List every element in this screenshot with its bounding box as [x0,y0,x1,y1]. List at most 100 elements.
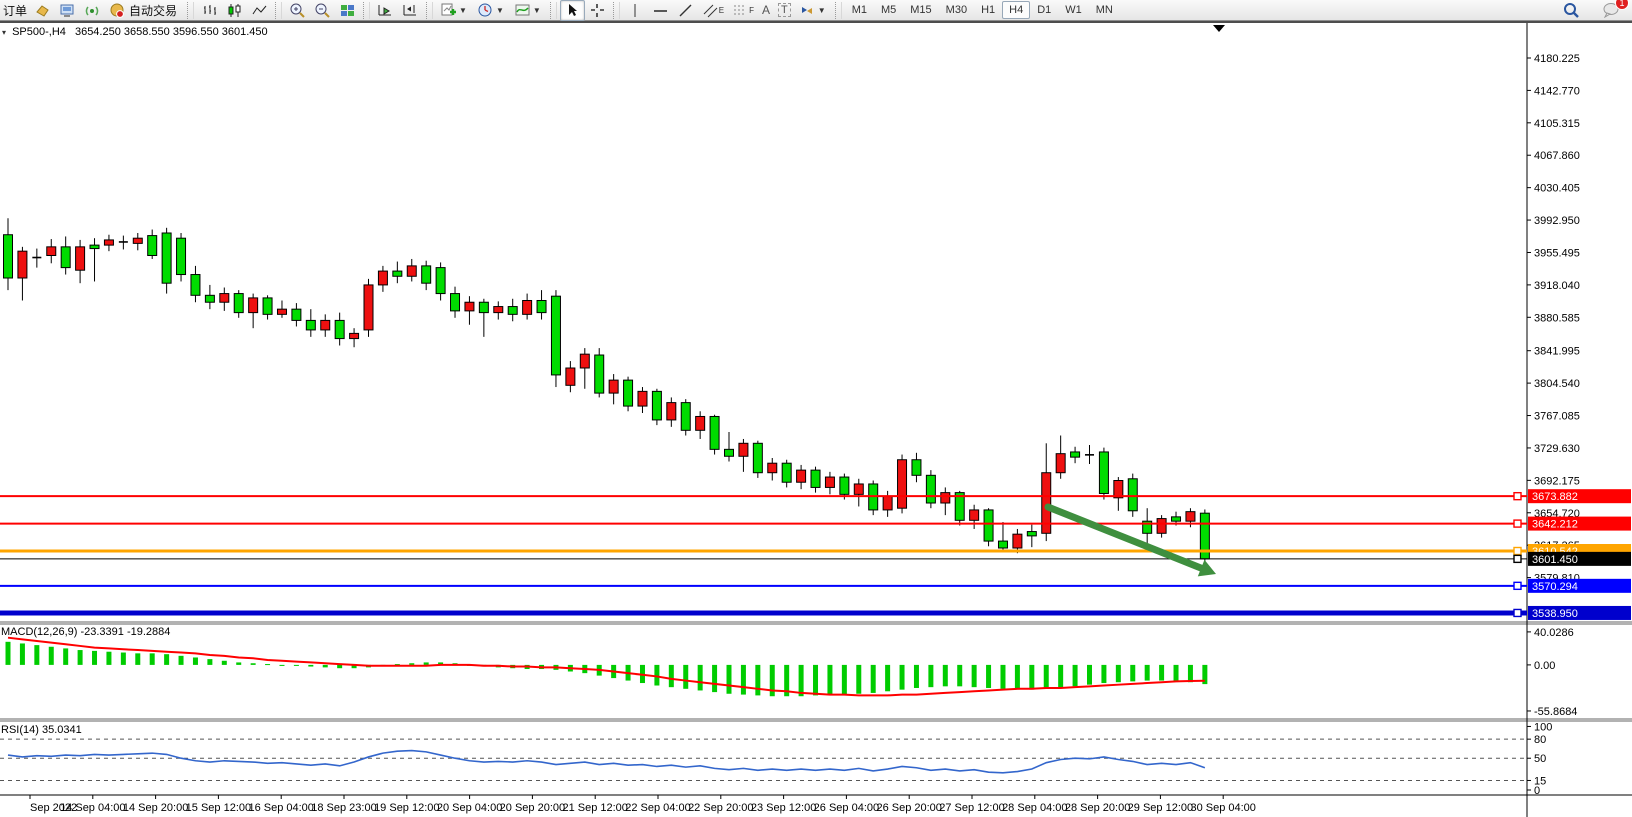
svg-text:4067.860: 4067.860 [1534,150,1580,162]
svg-text:3918.040: 3918.040 [1534,280,1580,292]
horizontal-line-tool[interactable] [648,0,673,21]
toolbar-separator [275,1,283,19]
chevron-down-icon: ▼ [532,5,541,15]
svg-text:4105.315: 4105.315 [1534,118,1580,130]
cursor-tool[interactable] [559,0,585,21]
crosshair-tool[interactable] [585,0,610,21]
chart-title: ▾ SP500-,H4 3654.250 3658.550 3596.550 3… [2,26,268,38]
svg-text:4180.225: 4180.225 [1534,53,1580,65]
svg-text:3804.540: 3804.540 [1534,378,1580,390]
ohlc-label: 3654.250 3658.550 3596.550 3601.450 [74,26,268,38]
autotrade-button[interactable]: 自动交易 [105,0,184,21]
rsi-label: RSI(14) 35.0341 [1,724,82,736]
toolbar-separator [187,1,195,19]
svg-text:22 Sep 04:00: 22 Sep 04:00 [625,802,690,814]
market-watch-icon[interactable] [30,0,55,21]
trend-arrow-annotation[interactable] [1044,503,1216,577]
svg-text:28 Sep 04:00: 28 Sep 04:00 [1002,802,1067,814]
svg-text:3601.450: 3601.450 [1532,554,1578,566]
chat-badge: 1 [1615,0,1629,10]
channel-tool[interactable]: E [698,0,728,21]
timeframe-M5[interactable]: M5 [880,4,897,16]
chart-shift-marker[interactable] [1213,25,1225,32]
svg-text:18 Sep 23:00: 18 Sep 23:00 [311,802,376,814]
chat-button[interactable]: 1 [1598,0,1629,21]
toolbar-separator [549,1,557,19]
timeframe-H4[interactable]: H4 [1002,1,1031,19]
svg-text:30 Sep 04:00: 30 Sep 04:00 [1190,802,1255,814]
chart-shift-icon[interactable] [398,0,423,21]
macd-label: MACD(12,26,9) -23.3391 -19.2884 [1,626,170,638]
timeframe-bar: M1 M5 M15 M30 H1 H4 D1 W1 MN [845,1,1120,19]
svg-text:15: 15 [1534,775,1546,787]
terminal-icon[interactable] [55,0,80,21]
svg-text:3642.212: 3642.212 [1532,519,1578,531]
search-icon[interactable] [1558,0,1584,21]
main-toolbar: 订单 自动交易 [0,0,1632,21]
timeframe-M15[interactable]: M15 [910,4,932,16]
text-tool-label: A [762,3,771,17]
periods-dropdown[interactable]: ▼ [473,0,510,21]
svg-text:14 Sep 04:00: 14 Sep 04:00 [60,802,125,814]
text-tool[interactable]: A [758,0,774,21]
new-chart-dropdown[interactable]: ▼ [436,0,473,21]
chevron-down-icon: ▼ [817,5,826,15]
signals-icon[interactable] [80,0,105,21]
svg-text:80: 80 [1534,734,1546,746]
svg-text:Sep 2022: Sep 2022 [30,802,77,814]
candlesticks [3,218,1210,564]
channel-sub-label: E [718,5,725,15]
macd-pane: 40.0286 0.00 -55.8684 MACD(12,26,9) -23.339… [1,626,1577,718]
vertical-line-tool[interactable] [623,0,648,21]
svg-text:100: 100 [1534,721,1552,733]
auto-scroll-icon[interactable] [373,0,398,21]
horizontal-level-lines[interactable]: 3673.8823642.2123610.5423601.4503570.294… [0,489,1631,620]
svg-text:4142.770: 4142.770 [1534,85,1580,97]
autotrade-label: 自动交易 [129,3,178,18]
chart-menu-icon[interactable]: ▾ [2,28,7,37]
svg-text:21 Sep 12:00: 21 Sep 12:00 [562,802,627,814]
zoom-in-icon[interactable] [285,0,310,21]
timeframe-D1[interactable]: D1 [1037,4,1052,16]
line-chart-icon[interactable] [247,0,272,21]
svg-text:27 Sep 12:00: 27 Sep 12:00 [939,802,1004,814]
trendline-tool[interactable] [673,0,698,21]
timeframe-W1[interactable]: W1 [1065,4,1082,16]
new-order-button[interactable]: 订单 [3,3,28,18]
svg-text:0: 0 [1534,785,1540,797]
zoom-out-icon[interactable] [310,0,335,21]
svg-text:20 Sep 20:00: 20 Sep 20:00 [500,802,565,814]
svg-text:3880.585: 3880.585 [1534,312,1580,324]
svg-text:3729.630: 3729.630 [1534,443,1580,455]
symbol-period-label: SP500-,H4 [12,26,66,38]
timeframe-H1[interactable]: H1 [981,4,996,16]
svg-text:20 Sep 04:00: 20 Sep 04:00 [437,802,502,814]
timeframe-M1[interactable]: M1 [851,4,867,16]
label-tool[interactable]: T [774,0,795,21]
timeframe-MN[interactable]: MN [1095,4,1113,16]
toolbar-separator [612,1,620,19]
label-tool-label: T [778,3,791,17]
svg-text:3692.175: 3692.175 [1534,475,1580,487]
fibonacci-tool[interactable]: F [728,0,758,21]
price-axis[interactable]: 4180.225 4142.770 4105.315 4067.860 4030.405… [1527,53,1580,585]
svg-text:16 Sep 04:00: 16 Sep 04:00 [248,802,313,814]
candlestick-chart-icon[interactable] [222,0,247,21]
svg-text:3841.995: 3841.995 [1534,346,1580,358]
bar-chart-icon[interactable] [197,0,222,21]
svg-text:3673.882: 3673.882 [1532,491,1578,503]
tile-windows-icon[interactable] [335,0,360,21]
svg-text:0.00: 0.00 [1534,660,1555,672]
svg-text:28 Sep 20:00: 28 Sep 20:00 [1065,802,1130,814]
svg-text:22 Sep 20:00: 22 Sep 20:00 [688,802,753,814]
svg-text:50: 50 [1534,753,1546,765]
indicators-dropdown[interactable]: ▼ [510,0,547,21]
arrows-dropdown[interactable]: ▼ [795,0,832,21]
svg-text:3570.294: 3570.294 [1532,581,1578,593]
chevron-down-icon: ▼ [495,5,504,15]
timeframe-M30[interactable]: M30 [945,4,968,16]
svg-text:40.0286: 40.0286 [1534,627,1574,639]
